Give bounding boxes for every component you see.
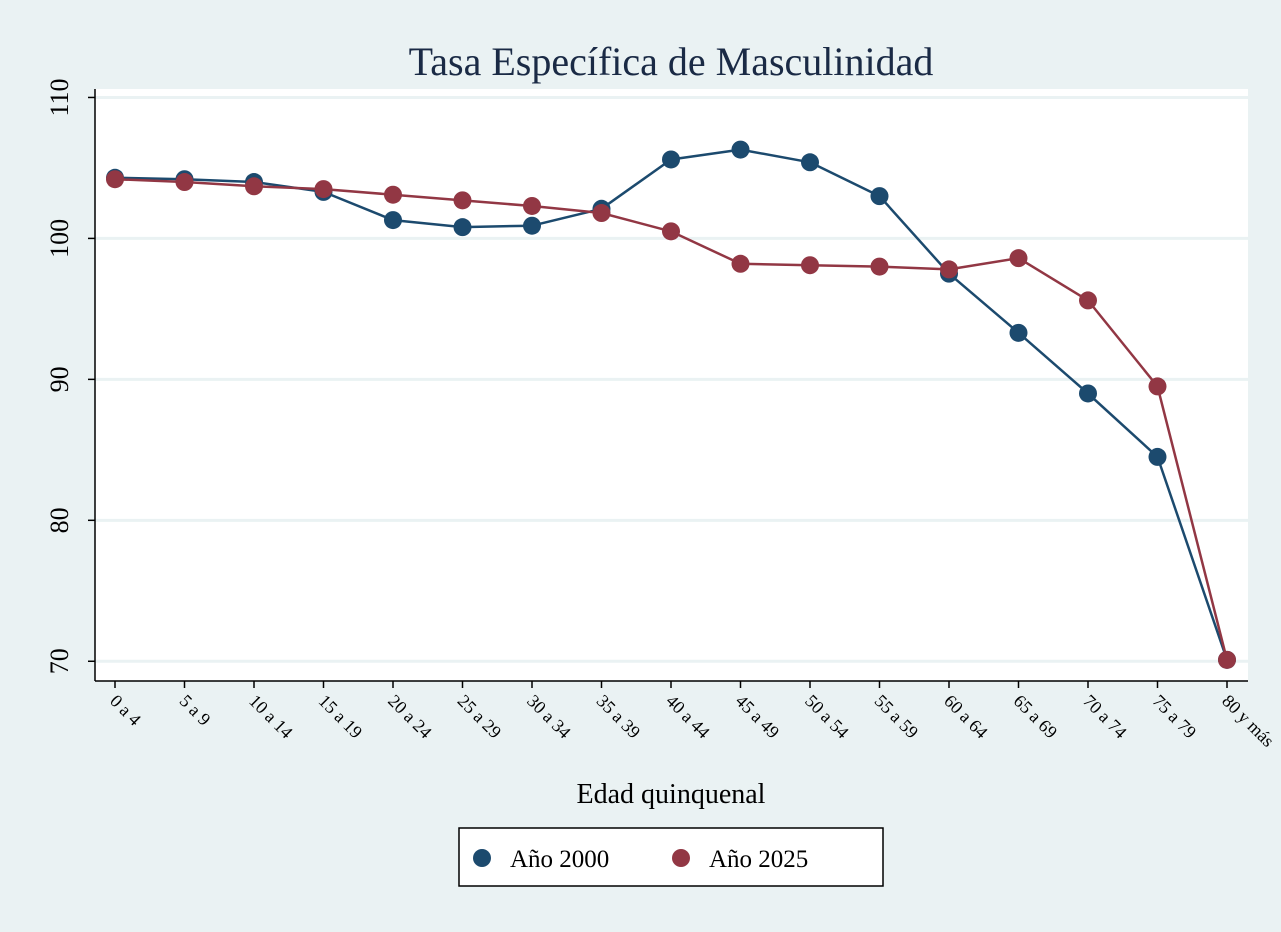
data-point-1-6 [523,196,541,215]
data-point-1-11 [870,257,889,276]
data-point-1-2 [245,177,263,196]
series-group [106,140,1236,669]
x-tick-label-16: 80 y más [1218,691,1278,751]
data-point-1-13 [1009,249,1028,268]
data-point-1-5 [453,191,472,210]
y-tick-label-110: 110 [45,78,74,116]
legend-marker-ano-2025 [672,849,690,867]
legend-marker-ano-2000 [473,849,491,867]
legend-label-ano-2025: Año 2025 [709,846,808,873]
data-point-0-13 [1009,323,1028,342]
data-point-0-9 [731,140,750,159]
y-tick-label-100: 100 [45,219,74,258]
data-point-0-11 [870,187,889,206]
data-point-1-7 [592,204,611,223]
x-tick-label-0: 0 a 4 [106,691,145,730]
data-point-0-14 [1079,384,1097,403]
x-tick-label-13: 65 a 69 [1010,691,1062,743]
y-tick-label-80: 80 [45,507,74,533]
x-tick-label-9: 45 a 49 [732,691,784,743]
chart-title: Tasa Específica de Masculinidad [409,39,934,84]
data-point-1-0 [106,170,124,189]
data-point-0-10 [801,153,819,172]
plot-area [95,89,1248,681]
x-tick-label-5: 25 a 29 [454,691,506,743]
data-point-1-12 [940,260,958,279]
legend-box [458,827,884,887]
data-point-0-5 [453,218,472,237]
x-tick-label-2: 10 a 14 [245,691,297,743]
x-tick-label-6: 30 a 34 [523,691,575,743]
x-tick-label-7: 35 a 39 [593,691,645,743]
gridlines [95,95,1248,663]
x-tick-label-8: 40 a 44 [662,691,714,743]
data-point-1-4 [384,185,402,204]
data-point-0-4 [384,211,402,230]
legend: Año 2000 Año 2025 [458,827,884,887]
data-point-1-1 [175,173,194,192]
x-tick-label-3: 15 a 19 [315,691,367,743]
series-1 [106,170,1236,669]
data-point-1-3 [314,180,333,199]
x-tick-label-1: 5 a 9 [176,691,215,730]
data-point-1-10 [801,256,819,275]
data-point-0-8 [662,150,680,169]
x-tick-label-11: 55 a 59 [871,691,923,743]
data-point-1-15 [1148,377,1167,396]
x-tick-label-12: 60 a 64 [940,691,992,743]
data-point-1-16 [1218,650,1236,669]
x-tick-label-15: 75 a 79 [1149,691,1201,743]
legend-label-ano-2000: Año 2000 [510,846,609,873]
data-point-1-8 [662,222,680,241]
x-tick-label-4: 20 a 24 [384,691,436,743]
data-point-1-14 [1079,291,1097,310]
x-tick-label-10: 50 a 54 [801,691,853,743]
data-point-0-6 [523,216,541,235]
data-point-1-9 [731,254,750,273]
data-point-0-15 [1148,447,1167,466]
x-tick-label-14: 70 a 74 [1079,691,1131,743]
y-tick-label-90: 90 [45,366,74,392]
x-axis-title: Edad quinquenal [577,779,766,810]
y-tick-label-70: 70 [45,648,74,674]
